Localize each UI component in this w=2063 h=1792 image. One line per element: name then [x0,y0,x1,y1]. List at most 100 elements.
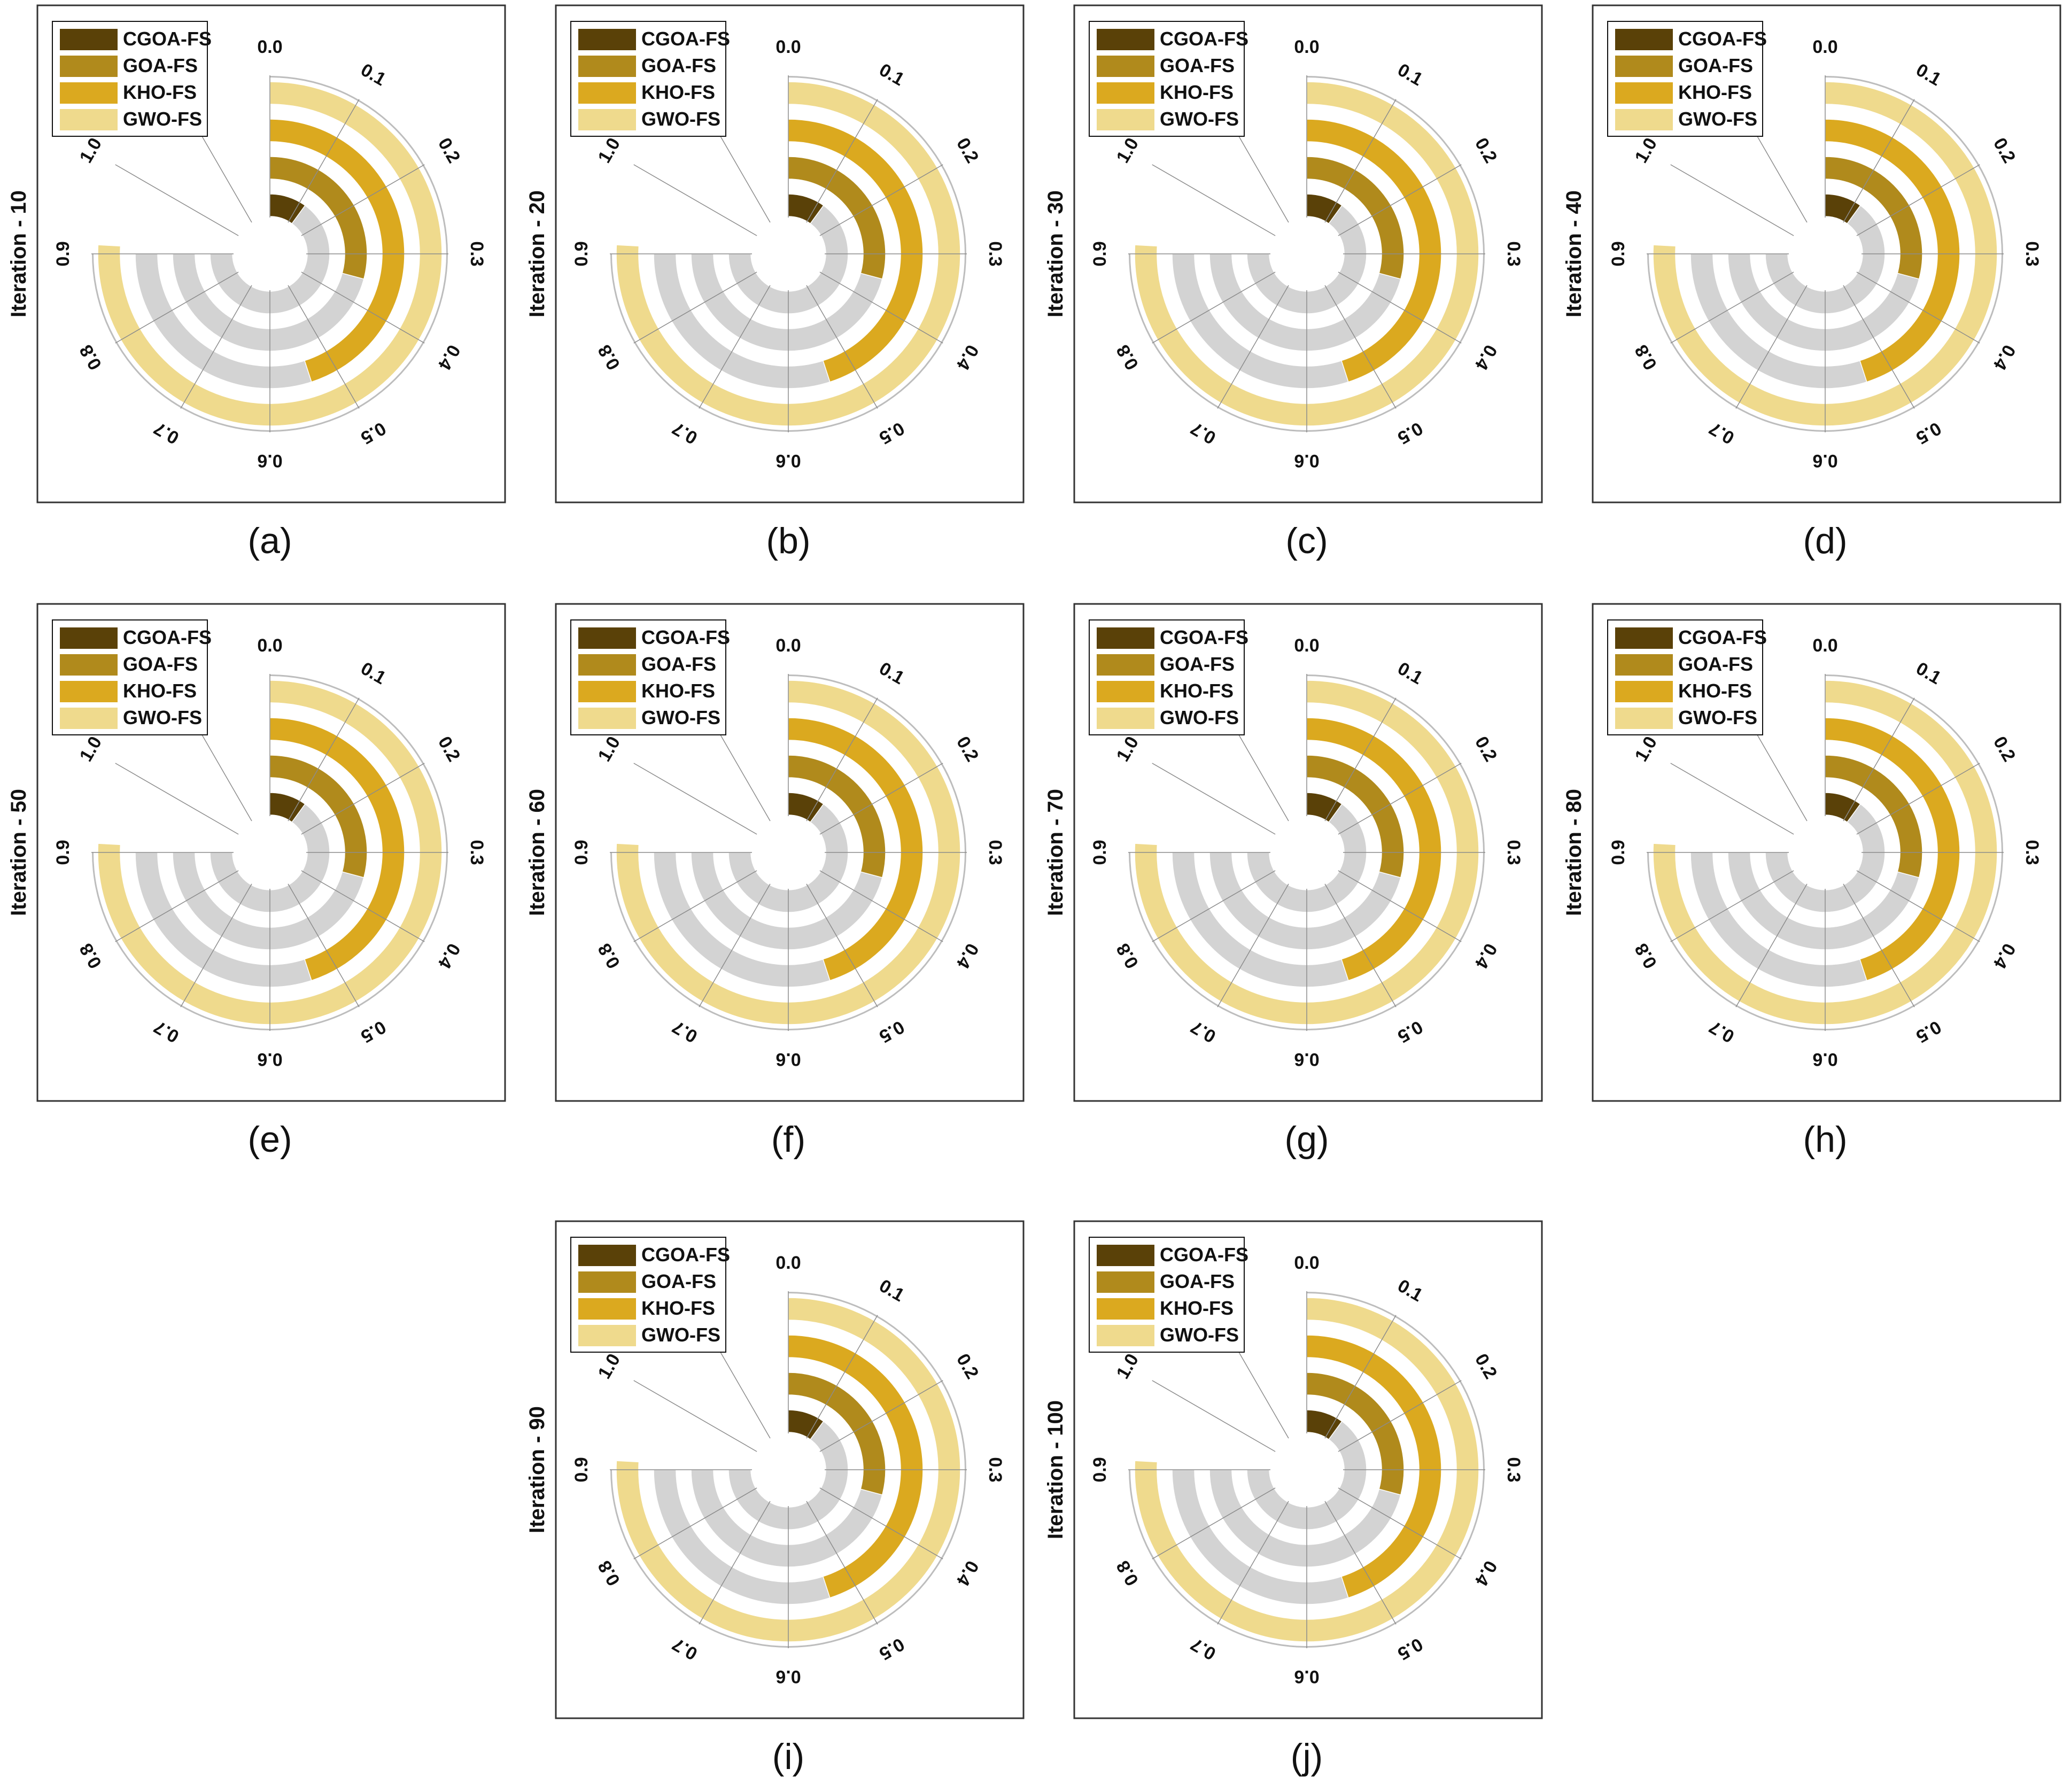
axis-tick-label: 0.9 [571,241,592,266]
bar-kho-fs [1306,717,1442,981]
legend-label: GWO-FS [1160,707,1239,728]
axis-spoke [288,99,360,223]
axis-tick-label: 0.9 [1608,241,1628,266]
legend-swatch [578,1325,636,1346]
axis-tick-label: 0.6 [775,1666,801,1687]
bar-cgoa-fs [788,792,824,823]
chart-panel: 0.00.10.20.30.40.50.60.70.80.91.01.1CGOA… [525,603,1025,1160]
axis-tick-label: 0.3 [1503,840,1524,865]
axis-tick-label: 0.0 [775,37,801,57]
axis-spoke [1152,763,1276,835]
axis-spoke [1324,883,1397,1007]
axis-tick-label: 0.9 [571,1457,592,1482]
legend-label: GWO-FS [1160,108,1239,130]
axis-spoke [1152,271,1276,344]
axis-spoke [819,1380,943,1452]
legend-swatch [1615,56,1673,77]
axis-tick-label: 0.3 [985,241,1005,266]
axis-spoke [1217,285,1289,409]
legend-swatch [60,654,118,676]
axis-tick-label: 0.6 [1294,451,1319,471]
axis-spoke [1843,99,1915,223]
axis-spoke [633,763,757,835]
panel-caption: (c) [1285,521,1328,561]
legend-swatch [60,29,118,50]
bar-gwo-fs [97,680,443,1025]
axis-spoke [806,697,878,821]
bar-kho-fs [1825,119,1960,383]
axis-tick-label: 0.6 [775,1049,801,1069]
axis-spoke [115,164,239,236]
chart-panel: 0.00.10.20.30.40.50.60.70.80.91.01.1CGOA… [525,1220,1025,1777]
bar-goa-fs [788,755,886,879]
bar-gwo-fs [616,680,961,1025]
axis-spoke [288,697,360,821]
legend-swatch [1097,109,1154,130]
legend-label: GWO-FS [641,707,720,728]
axis-spoke [115,763,239,835]
axis-spoke [1843,883,1915,1007]
legend-swatch [1097,627,1154,649]
legend-swatch [1097,1245,1154,1266]
axis-tick-label: 0.0 [257,37,282,57]
legend-label: CGOA-FS [1678,28,1767,50]
axis-spoke [1338,164,1462,236]
bar-gwo-fs [1653,81,1998,426]
legend-label: GWO-FS [641,1324,720,1346]
legend-swatch [1097,1298,1154,1320]
legend-label: KHO-FS [1160,680,1234,702]
track-ring [1765,193,1886,314]
axis-spoke [1670,164,1794,236]
legend-label: KHO-FS [123,81,197,103]
bar-gwo-fs [1653,680,1998,1025]
axis-spoke [819,763,943,835]
bar-goa-fs [1825,755,1923,879]
axis-spoke [806,1501,878,1625]
legend-label: CGOA-FS [1678,626,1767,648]
bar-cgoa-fs [1306,792,1343,823]
legend-label: GOA-FS [1160,1270,1235,1292]
axis-spoke [288,883,360,1007]
legend-swatch [1097,1271,1154,1293]
legend-label: GOA-FS [641,55,716,76]
panel-caption: (f) [771,1119,805,1160]
legend-swatch [578,708,636,729]
track-ring [1246,1409,1367,1530]
bar-cgoa-fs [269,193,306,224]
axis-spoke [301,271,425,344]
legend-label: GOA-FS [123,653,198,675]
legend-label: KHO-FS [123,680,197,702]
y-axis-label: Iteration - 10 [7,190,30,317]
axis-spoke [1152,164,1276,236]
axis-spoke [1856,271,1980,344]
axis-spoke [1324,697,1397,821]
axis-tick-label: 0.6 [257,451,282,471]
legend-swatch [1615,29,1673,50]
legend-label: KHO-FS [641,81,715,103]
chart-panel: 0.00.10.20.30.40.50.60.70.80.91.01.1CGOA… [525,4,1025,561]
legend-label: GOA-FS [1160,653,1235,675]
legend-swatch [1097,681,1154,702]
axis-spoke [633,1380,757,1452]
chart-panel: 0.00.10.20.30.40.50.60.70.80.91.01.1CGOA… [1044,1220,1543,1777]
bar-cgoa-fs [1825,792,1861,823]
bar-gwo-fs [97,81,443,426]
bar-kho-fs [269,119,405,383]
legend-label: GWO-FS [1678,707,1757,728]
track-ring [728,792,849,913]
axis-tick-label: 0.3 [985,840,1005,865]
bar-goa-fs [788,156,886,280]
axis-spoke [699,1501,771,1625]
legend-label: KHO-FS [1678,680,1752,702]
legend-label: KHO-FS [641,680,715,702]
bar-kho-fs [1306,1335,1442,1599]
y-axis-label: Iteration - 30 [1044,190,1067,317]
legend-swatch [1097,654,1154,676]
axis-spoke [699,883,771,1007]
legend-label: KHO-FS [1160,81,1234,103]
bar-cgoa-fs [1306,193,1343,224]
bar-goa-fs [1306,755,1405,879]
axis-spoke [806,99,878,223]
